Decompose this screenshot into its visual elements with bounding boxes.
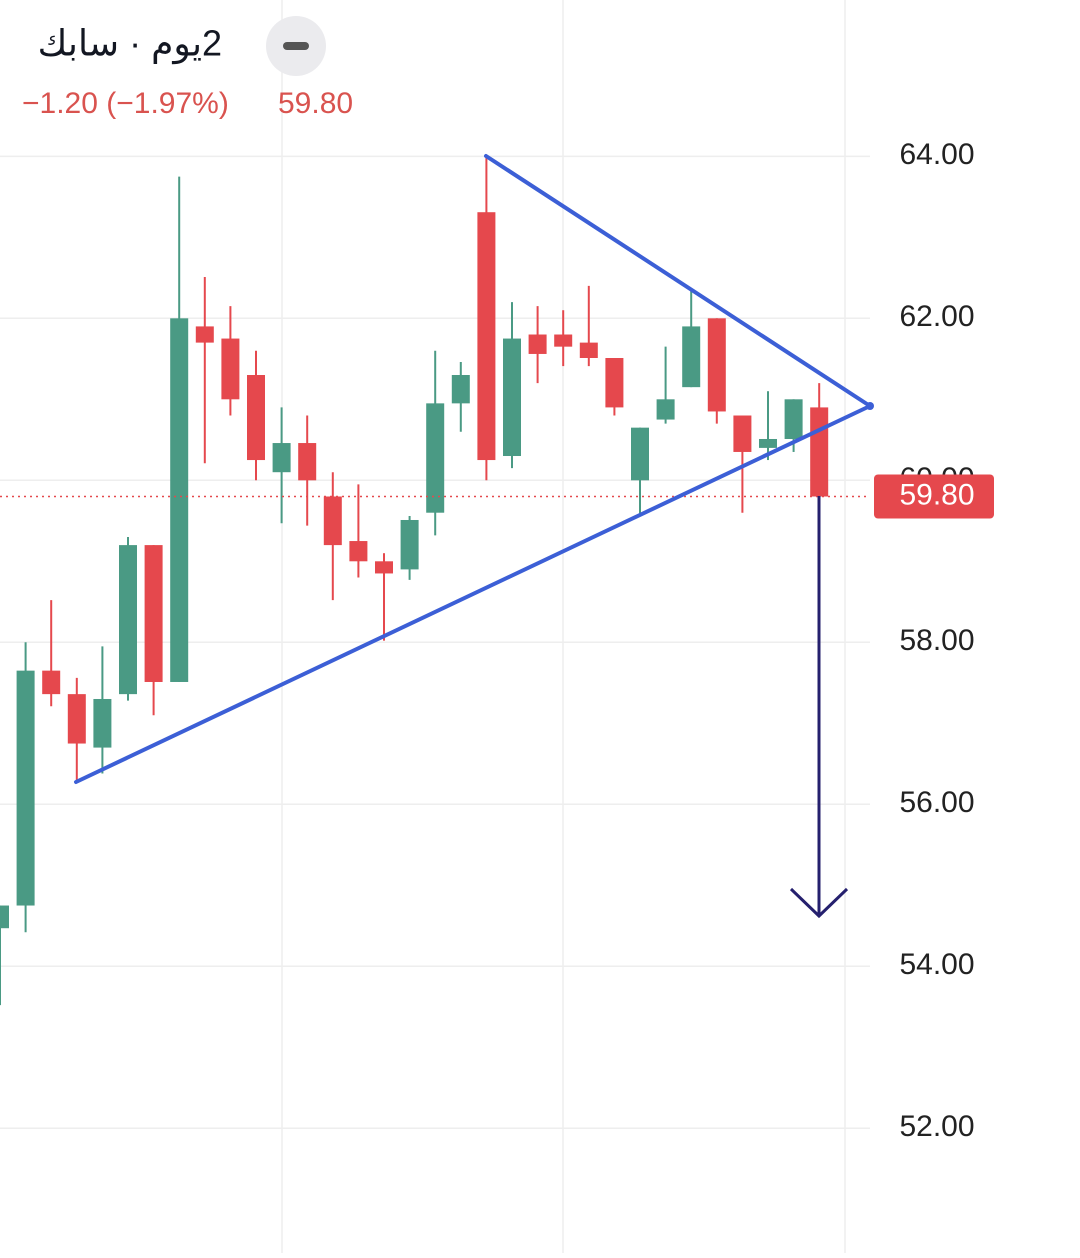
candle-body xyxy=(16,670,35,906)
candle-body xyxy=(400,519,419,570)
y-tick-label: 54.00 xyxy=(899,948,974,981)
price-change: −1.20 (−1.97%) xyxy=(22,87,229,120)
candle-body xyxy=(144,545,163,682)
candle-body xyxy=(426,403,445,513)
candle-body xyxy=(707,318,726,412)
y-tick-label: 62.00 xyxy=(899,300,974,333)
candle-body xyxy=(554,334,573,347)
lower-trendline xyxy=(74,404,872,784)
candle-body xyxy=(195,326,214,343)
candle-body xyxy=(528,334,547,354)
candle-body xyxy=(323,496,342,546)
candle-body xyxy=(759,438,777,448)
candle-body xyxy=(503,338,521,457)
candle-body xyxy=(605,358,624,408)
candle-body xyxy=(0,905,9,929)
drawings xyxy=(74,154,874,919)
candle-body xyxy=(477,212,496,461)
candle-body xyxy=(656,399,675,420)
candle-body xyxy=(784,399,803,439)
y-tick-label: 64.00 xyxy=(899,138,974,171)
candle-body xyxy=(375,561,393,574)
target-arrow-head xyxy=(789,887,849,919)
y-tick-label: 56.00 xyxy=(899,786,974,819)
candle-body xyxy=(631,427,649,481)
candle-body xyxy=(170,318,189,682)
y-tick-label: 58.00 xyxy=(899,624,974,657)
candle-body xyxy=(349,541,368,562)
collapse-icon xyxy=(283,42,309,50)
candle-body xyxy=(733,415,752,452)
symbol-title: 2يوم · سابك xyxy=(38,23,222,65)
last-price-tag-label: 59.80 xyxy=(899,478,974,511)
candle-body xyxy=(119,545,137,695)
candle-body xyxy=(298,443,317,481)
last-price: 59.80 xyxy=(278,87,353,120)
last-price-tag xyxy=(874,474,994,519)
candles xyxy=(0,156,870,1006)
trendline-apex xyxy=(866,402,874,410)
candle-body xyxy=(682,326,701,388)
candle-body xyxy=(247,375,265,461)
candle-body xyxy=(67,694,86,744)
y-tick-label: 52.00 xyxy=(899,1110,974,1143)
candle-body xyxy=(451,375,470,404)
candle-body xyxy=(810,407,829,497)
upper-trendline xyxy=(484,154,872,408)
candle-body xyxy=(93,698,112,748)
candle-body xyxy=(42,670,61,695)
candle-body xyxy=(272,443,291,473)
candle-body xyxy=(579,342,598,358)
candle-body xyxy=(221,338,240,400)
